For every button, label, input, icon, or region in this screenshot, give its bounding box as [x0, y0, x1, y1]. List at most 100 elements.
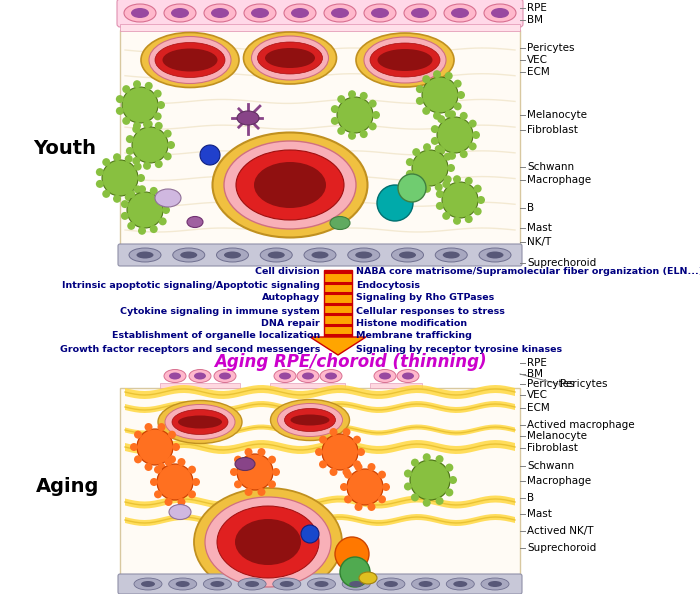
Circle shape — [164, 129, 172, 138]
Circle shape — [138, 185, 146, 193]
Circle shape — [188, 490, 196, 498]
Circle shape — [143, 162, 151, 170]
Circle shape — [138, 227, 146, 235]
Ellipse shape — [216, 248, 248, 262]
Ellipse shape — [324, 4, 356, 22]
Circle shape — [188, 466, 196, 473]
Circle shape — [122, 117, 130, 125]
Circle shape — [322, 434, 358, 470]
Circle shape — [465, 215, 472, 223]
Circle shape — [121, 200, 129, 208]
Ellipse shape — [291, 8, 309, 18]
Circle shape — [448, 110, 456, 118]
Circle shape — [416, 97, 424, 105]
Circle shape — [442, 182, 478, 218]
Circle shape — [423, 185, 431, 193]
Bar — [370, 383, 422, 388]
Text: Growth factor receptors and second messengers: Growth factor receptors and second messe… — [60, 345, 320, 353]
Circle shape — [406, 158, 414, 166]
Circle shape — [423, 143, 431, 151]
Circle shape — [372, 111, 380, 119]
Circle shape — [150, 187, 158, 195]
Circle shape — [422, 107, 430, 115]
Ellipse shape — [129, 248, 161, 262]
Circle shape — [150, 225, 158, 233]
Text: Cytokine signaling in immune system: Cytokine signaling in immune system — [120, 307, 320, 315]
Ellipse shape — [442, 251, 460, 258]
Circle shape — [258, 448, 265, 456]
Circle shape — [369, 122, 377, 130]
Text: Establishment of organelle localization: Establishment of organelle localization — [112, 331, 320, 340]
Bar — [324, 270, 352, 337]
Ellipse shape — [307, 578, 335, 590]
Circle shape — [154, 466, 162, 473]
Text: Fibroblast: Fibroblast — [527, 443, 578, 453]
Circle shape — [164, 458, 172, 466]
Circle shape — [157, 101, 165, 109]
Ellipse shape — [169, 372, 181, 380]
Circle shape — [331, 117, 339, 125]
Text: Mast: Mast — [527, 509, 552, 519]
Ellipse shape — [136, 251, 153, 258]
Polygon shape — [310, 337, 366, 355]
Circle shape — [353, 435, 361, 444]
Circle shape — [474, 185, 482, 192]
Circle shape — [378, 495, 386, 503]
Circle shape — [102, 160, 138, 196]
Circle shape — [96, 168, 104, 176]
Text: Melanocyte: Melanocyte — [527, 110, 587, 120]
Ellipse shape — [290, 415, 330, 425]
Circle shape — [132, 157, 140, 165]
Circle shape — [258, 488, 265, 496]
Circle shape — [465, 177, 472, 185]
Text: Aging RPE/choroid (thinning): Aging RPE/choroid (thinning) — [214, 353, 486, 371]
Ellipse shape — [244, 4, 276, 22]
Text: Membrane trafficking: Membrane trafficking — [356, 331, 472, 340]
Ellipse shape — [251, 8, 269, 18]
Ellipse shape — [194, 372, 206, 380]
Circle shape — [433, 70, 441, 78]
Text: DNA repair: DNA repair — [261, 318, 320, 327]
Circle shape — [411, 494, 419, 501]
Circle shape — [130, 443, 138, 451]
Ellipse shape — [235, 519, 301, 565]
Circle shape — [113, 153, 121, 161]
Ellipse shape — [279, 372, 291, 380]
Circle shape — [435, 145, 442, 153]
Circle shape — [369, 100, 377, 108]
Ellipse shape — [444, 4, 476, 22]
Circle shape — [360, 130, 368, 138]
Circle shape — [126, 147, 134, 155]
Ellipse shape — [481, 578, 509, 590]
Ellipse shape — [330, 216, 350, 229]
Text: Endocytosis: Endocytosis — [356, 280, 420, 289]
Ellipse shape — [277, 403, 342, 437]
Ellipse shape — [331, 8, 349, 18]
Circle shape — [244, 488, 253, 496]
Circle shape — [134, 185, 141, 194]
Circle shape — [143, 120, 151, 128]
Ellipse shape — [158, 400, 242, 444]
Circle shape — [155, 160, 162, 168]
Ellipse shape — [364, 4, 396, 22]
Circle shape — [433, 112, 441, 120]
Circle shape — [382, 483, 390, 491]
Circle shape — [337, 97, 373, 133]
Circle shape — [132, 125, 140, 133]
Ellipse shape — [245, 581, 259, 587]
Circle shape — [335, 537, 369, 571]
Ellipse shape — [155, 43, 225, 77]
Text: Signaling by Rho GTPases: Signaling by Rho GTPases — [356, 293, 494, 302]
Circle shape — [398, 174, 426, 202]
Circle shape — [444, 175, 452, 184]
Bar — [270, 383, 345, 388]
Ellipse shape — [412, 578, 440, 590]
Circle shape — [445, 488, 454, 497]
Circle shape — [474, 207, 482, 216]
Circle shape — [137, 174, 145, 182]
Ellipse shape — [219, 372, 231, 380]
Circle shape — [145, 120, 153, 128]
Ellipse shape — [181, 251, 197, 258]
Ellipse shape — [251, 36, 328, 80]
Ellipse shape — [238, 578, 266, 590]
